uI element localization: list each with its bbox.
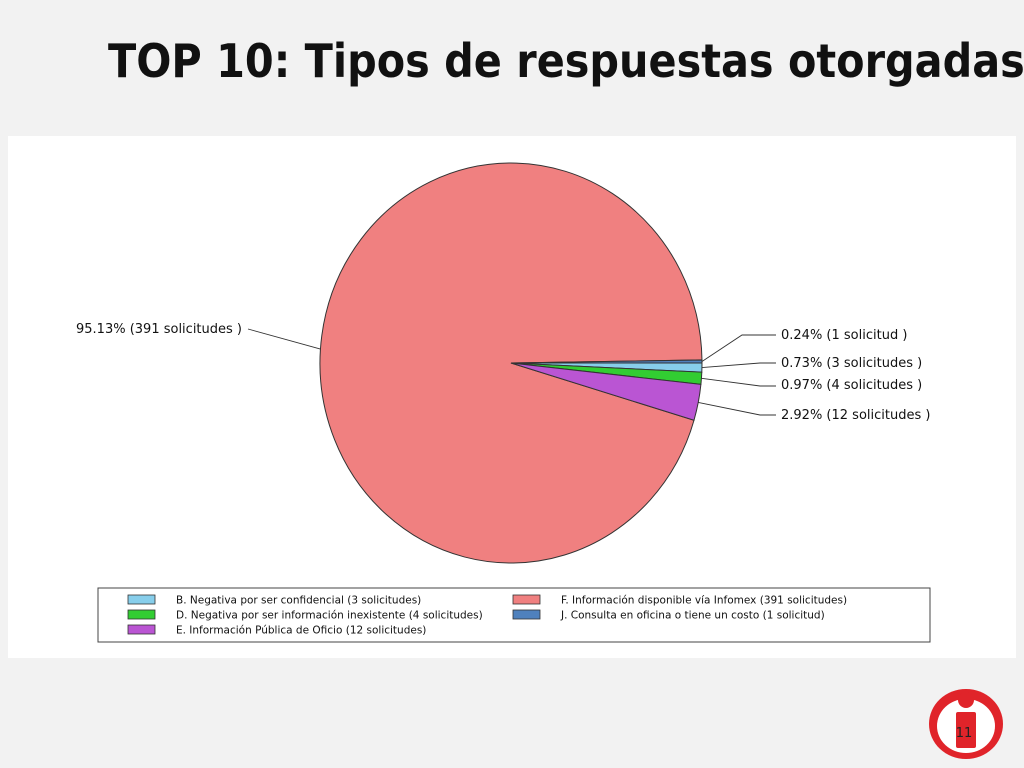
pie-chart: 95.13% (391 solicitudes ) 0.24% (1 solici… — [76, 162, 931, 643]
legend-swatch-F — [512, 594, 541, 605]
pie-slices — [319, 162, 703, 564]
logo-dot — [958, 692, 974, 708]
leader-line-J — [701, 334, 776, 362]
logo-stem — [956, 712, 976, 748]
legend-swatch-E — [127, 624, 156, 635]
slice-label-B: 0.73% (3 solicitudes ) — [781, 356, 922, 371]
legend-label-E: E. Información Pública de Oficio (12 sol… — [176, 625, 426, 637]
legend-label-B: B. Negativa por ser confidencial (3 soli… — [176, 595, 421, 607]
leader-line-D — [701, 377, 776, 387]
legend-swatch-J — [512, 609, 541, 620]
legend-swatch-B — [127, 594, 156, 605]
page-number: 11 — [955, 726, 973, 741]
slice-label-D: 0.97% (4 solicitudes ) — [781, 378, 922, 393]
legend-label-J: J. Consulta en oficina o tiene un costo … — [560, 610, 825, 622]
leader-line-F — [247, 328, 321, 350]
legend-label-F: F. Información disponible vía Infomex (3… — [561, 595, 847, 607]
slice-labels: 95.13% (391 solicitudes ) 0.24% (1 solici… — [76, 322, 930, 423]
slice-label-J: 0.24% (1 solicitud ) — [781, 328, 907, 343]
slice-E — [510, 362, 702, 421]
legend-label-D: D. Negativa por ser información inexiste… — [176, 610, 483, 622]
leader-lines — [247, 328, 776, 416]
leader-line-B — [701, 362, 776, 369]
slice-label-E: 2.92% (12 solicitudes ) — [781, 408, 930, 423]
leader-line-E — [698, 402, 776, 416]
logo-icon — [926, 686, 1006, 762]
slice-label-F: 95.13% (391 solicitudes ) — [76, 322, 242, 337]
chart-panel: 95.13% (391 solicitudes ) 0.24% (1 solici… — [8, 136, 1016, 658]
legend-swatch-D — [127, 609, 156, 620]
slide-title: TOP 10: Tipos de respuestas otorgadas — [108, 34, 1024, 88]
legend: B. Negativa por ser confidencial (3 soli… — [97, 587, 931, 643]
